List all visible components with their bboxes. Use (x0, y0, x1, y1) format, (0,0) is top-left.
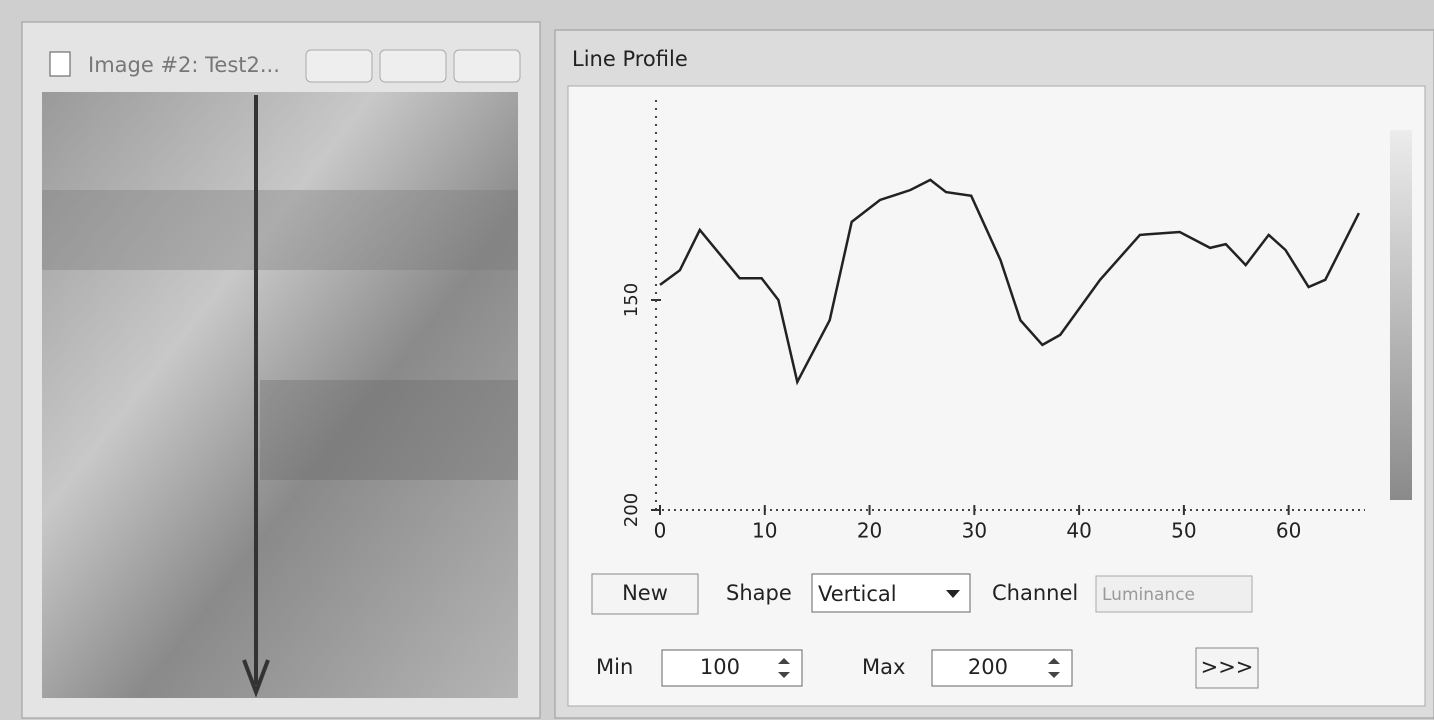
x-tick-label: 0 (654, 519, 667, 543)
spin-down (1048, 672, 1060, 678)
shape-value[interactable]: Vertical (818, 582, 897, 606)
spin-up (1048, 658, 1060, 664)
spin-down (778, 672, 790, 678)
channel-value: Luminance (1102, 585, 1195, 605)
x-tick-label: 60 (1276, 519, 1301, 543)
x-tick-label: 30 (962, 519, 987, 543)
max-value[interactable]: 200 (968, 655, 1008, 679)
x-tick-label: 40 (1066, 519, 1091, 543)
min-value[interactable]: 100 (700, 655, 740, 679)
more-button-label[interactable]: >>> (1201, 655, 1254, 679)
combo-arrow (946, 590, 960, 598)
image-shade (260, 380, 518, 480)
shape-label: Shape (726, 581, 792, 605)
more-button[interactable] (1195, 647, 1259, 689)
new-button-label[interactable]: New (622, 581, 668, 605)
y-tick-label: 200 (621, 493, 642, 527)
x-tick-label: 50 (1171, 519, 1196, 543)
max-label: Max (862, 655, 905, 679)
spin-up (778, 658, 790, 664)
shape-combobox[interactable] (811, 573, 971, 613)
max-spinner[interactable] (931, 649, 1073, 687)
min-label: Min (596, 655, 633, 679)
x-tick-label: 20 (857, 519, 882, 543)
min-spinner[interactable] (661, 649, 803, 687)
window-icon (49, 51, 71, 77)
minimize-button[interactable] (305, 49, 373, 83)
window-title: Line Profile (572, 47, 688, 71)
x-tick-label: 10 (752, 519, 777, 543)
profile-line (659, 178, 1361, 386)
y-tick-label: 150 (621, 283, 642, 317)
channel-combobox (1095, 575, 1253, 613)
gray-scale-bar (1390, 130, 1412, 500)
maximize-button[interactable] (379, 49, 447, 83)
new-button[interactable] (591, 573, 699, 615)
profile-window: Line Profile (554, 29, 1434, 719)
arrow-head (242, 659, 270, 698)
window-client (567, 85, 1426, 707)
window-title: Image #2: Test2... (88, 53, 280, 77)
image-shade (42, 190, 518, 270)
close-button[interactable] (453, 49, 521, 83)
image-window: Image #2: Test2... (21, 21, 541, 719)
controls: New Shape Vertical Channel Luminance Min… (591, 573, 1259, 689)
channel-label: Channel (992, 581, 1078, 605)
image (42, 92, 518, 698)
